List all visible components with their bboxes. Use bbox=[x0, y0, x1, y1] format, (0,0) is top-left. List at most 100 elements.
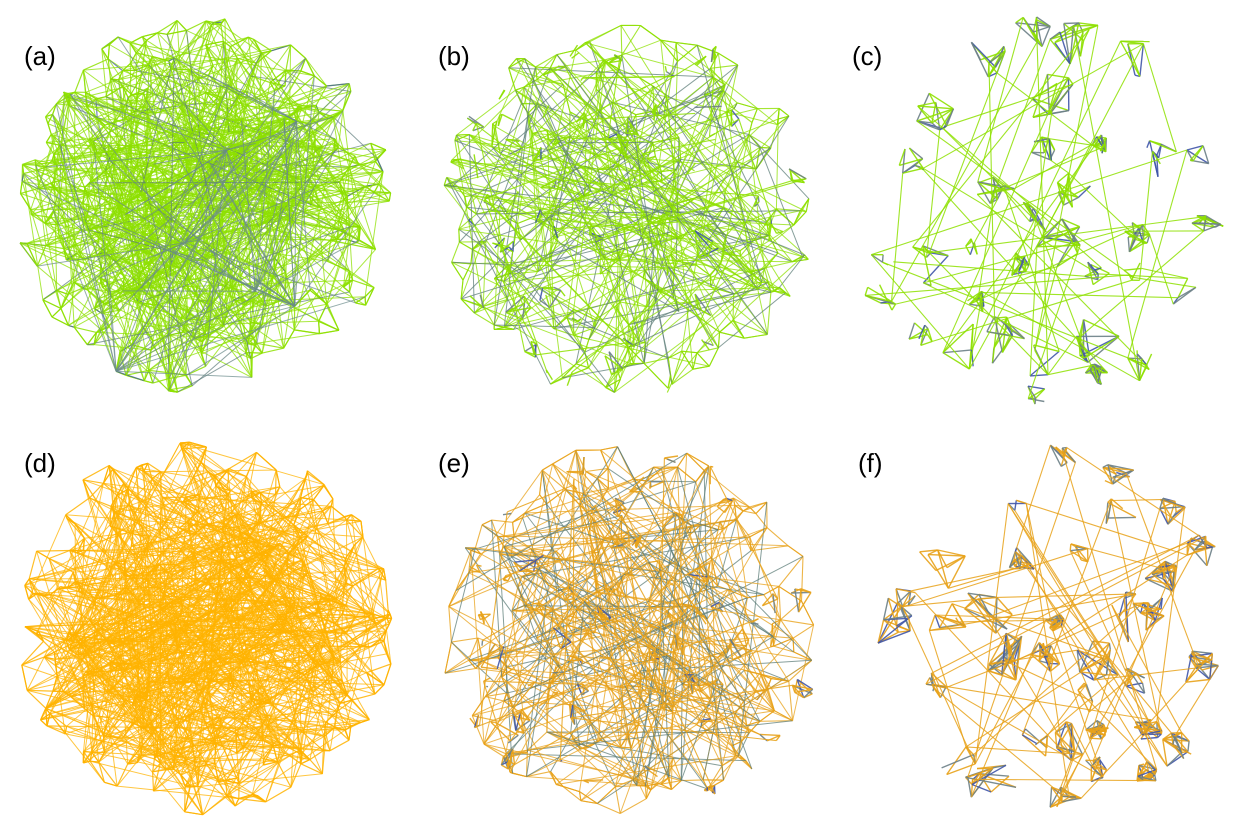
network-edge bbox=[52, 103, 57, 115]
network-edge bbox=[337, 110, 344, 148]
network-edge bbox=[69, 93, 186, 244]
network-edge bbox=[167, 146, 323, 391]
network-edge bbox=[168, 120, 297, 379]
network-edge bbox=[891, 41, 1038, 302]
network-edge bbox=[256, 333, 320, 344]
network-edge bbox=[105, 23, 222, 98]
network-edge bbox=[1119, 40, 1141, 77]
network-edge bbox=[36, 549, 70, 552]
network-edge bbox=[501, 113, 514, 121]
network-edge bbox=[107, 223, 295, 307]
network-edge bbox=[115, 239, 360, 372]
network-edge bbox=[42, 299, 62, 309]
network-edge bbox=[37, 188, 321, 208]
network-edge bbox=[148, 350, 152, 371]
network-edge bbox=[143, 92, 172, 266]
network-edge bbox=[48, 549, 70, 560]
network-edge bbox=[332, 116, 378, 159]
network-edge bbox=[94, 152, 117, 372]
network-edge bbox=[66, 518, 85, 539]
network-edge bbox=[284, 70, 287, 86]
network-edge bbox=[658, 290, 680, 312]
network-edge bbox=[55, 103, 117, 372]
network-edge bbox=[494, 120, 498, 127]
network-edge bbox=[1034, 398, 1037, 405]
network-edge bbox=[179, 130, 245, 142]
network-edge bbox=[793, 210, 801, 226]
network-edge bbox=[99, 111, 343, 279]
network-edge bbox=[115, 196, 246, 372]
network-edge bbox=[524, 58, 536, 68]
network-edge bbox=[236, 98, 284, 301]
network-edge bbox=[458, 229, 460, 243]
network-edge bbox=[462, 263, 472, 281]
network-edge bbox=[1139, 151, 1154, 281]
network-edge bbox=[205, 92, 215, 103]
network-edge bbox=[1127, 149, 1188, 359]
network-edge bbox=[225, 142, 256, 151]
network-edge bbox=[917, 101, 937, 107]
network-edge bbox=[70, 93, 227, 151]
network-edge bbox=[470, 249, 473, 264]
network-edge bbox=[157, 32, 242, 122]
network-edge bbox=[134, 69, 311, 125]
network-edge bbox=[52, 114, 117, 372]
network-edge bbox=[376, 158, 384, 172]
network-edge bbox=[53, 94, 71, 188]
network-edge bbox=[345, 167, 350, 240]
network-edge bbox=[213, 101, 257, 143]
network-edge bbox=[305, 57, 327, 87]
network-edge bbox=[535, 66, 551, 69]
network-edge bbox=[173, 57, 297, 122]
network-edge bbox=[262, 347, 284, 354]
network-edge bbox=[142, 320, 319, 327]
network-edge bbox=[186, 20, 207, 31]
network-edge bbox=[252, 265, 256, 292]
network-edge bbox=[198, 22, 215, 79]
network-edge bbox=[47, 123, 52, 135]
network-edge bbox=[249, 138, 316, 335]
network-edge bbox=[294, 75, 315, 307]
network-edge bbox=[167, 120, 297, 391]
network-edge bbox=[256, 451, 277, 471]
network-edge bbox=[37, 138, 91, 190]
network-edge bbox=[1031, 151, 1045, 154]
network-edge bbox=[176, 20, 187, 31]
network-edge bbox=[314, 112, 320, 139]
network-edge bbox=[88, 20, 207, 184]
network-edge bbox=[74, 91, 361, 228]
network-edge bbox=[620, 301, 648, 308]
network-edge bbox=[516, 223, 522, 241]
network-edge bbox=[73, 193, 141, 328]
network-edge bbox=[170, 389, 178, 393]
network-edge bbox=[385, 580, 389, 611]
network-panel-a bbox=[19, 18, 392, 393]
network-edge bbox=[914, 164, 921, 168]
network-edge bbox=[290, 44, 306, 59]
network-edge bbox=[491, 123, 494, 147]
network-edge bbox=[125, 369, 149, 376]
network-edge bbox=[68, 324, 75, 328]
network-edge bbox=[53, 86, 222, 156]
network-panel-c bbox=[864, 16, 1224, 405]
network-edge bbox=[717, 332, 721, 348]
network-edge bbox=[575, 351, 586, 365]
network-edge bbox=[190, 70, 297, 122]
network-edge bbox=[256, 121, 297, 344]
network-edge bbox=[460, 241, 483, 300]
network-edge bbox=[63, 92, 144, 145]
network-edge bbox=[168, 60, 236, 155]
network-edge bbox=[83, 57, 238, 71]
network-edge bbox=[157, 32, 168, 35]
network-edge bbox=[701, 339, 710, 351]
network-edge bbox=[116, 207, 207, 367]
network-edge bbox=[45, 133, 52, 143]
network-edge bbox=[166, 29, 187, 35]
network-edge bbox=[748, 122, 753, 135]
network-edge bbox=[451, 241, 460, 263]
network-edge bbox=[355, 296, 366, 304]
network-edge bbox=[370, 142, 387, 151]
network-edge bbox=[83, 58, 109, 71]
network-edge bbox=[1123, 267, 1142, 271]
network-edge bbox=[144, 380, 154, 384]
